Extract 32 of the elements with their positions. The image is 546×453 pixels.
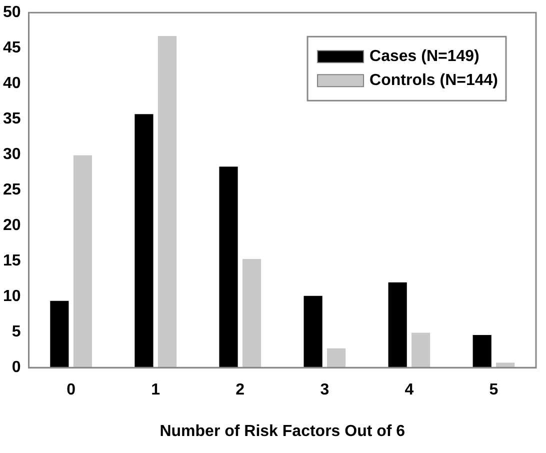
bar bbox=[326, 348, 346, 368]
x-tick-label: 1 bbox=[151, 382, 160, 399]
bar bbox=[134, 114, 154, 368]
legend-label: Cases (N=149) bbox=[370, 48, 480, 66]
y-tick-label: 20 bbox=[3, 217, 21, 234]
x-tick-label: 3 bbox=[320, 382, 330, 399]
y-tick-label: 25 bbox=[3, 182, 21, 199]
bar bbox=[304, 296, 322, 368]
y-tick-label: 30 bbox=[3, 146, 21, 164]
bar bbox=[412, 332, 430, 368]
bar bbox=[388, 282, 407, 368]
x-tick-label: 5 bbox=[489, 382, 498, 399]
y-tick-label: 50 bbox=[3, 4, 21, 22]
x-tick-label: 2 bbox=[236, 382, 245, 399]
y-tick-label: 15 bbox=[3, 252, 21, 270]
bar bbox=[472, 334, 492, 368]
x-tick-label: 4 bbox=[404, 382, 414, 399]
y-tick-label: 0 bbox=[12, 359, 21, 376]
bar bbox=[242, 258, 262, 368]
y-tick-label: 45 bbox=[3, 40, 21, 57]
bar bbox=[158, 36, 177, 368]
y-tick-label: 5 bbox=[12, 324, 21, 341]
x-axis-title: Number of Risk Factors Out of 6 bbox=[160, 422, 406, 440]
bar bbox=[50, 300, 69, 368]
y-tick-label: 10 bbox=[3, 288, 21, 306]
y-tick-label: 35 bbox=[3, 110, 21, 128]
x-tick-label: 0 bbox=[66, 382, 76, 399]
legend-label: Controls (N=144) bbox=[370, 72, 498, 90]
bar bbox=[496, 362, 515, 368]
bar bbox=[219, 166, 238, 368]
bar bbox=[73, 155, 92, 368]
y-tick-label: 40 bbox=[3, 75, 21, 92]
